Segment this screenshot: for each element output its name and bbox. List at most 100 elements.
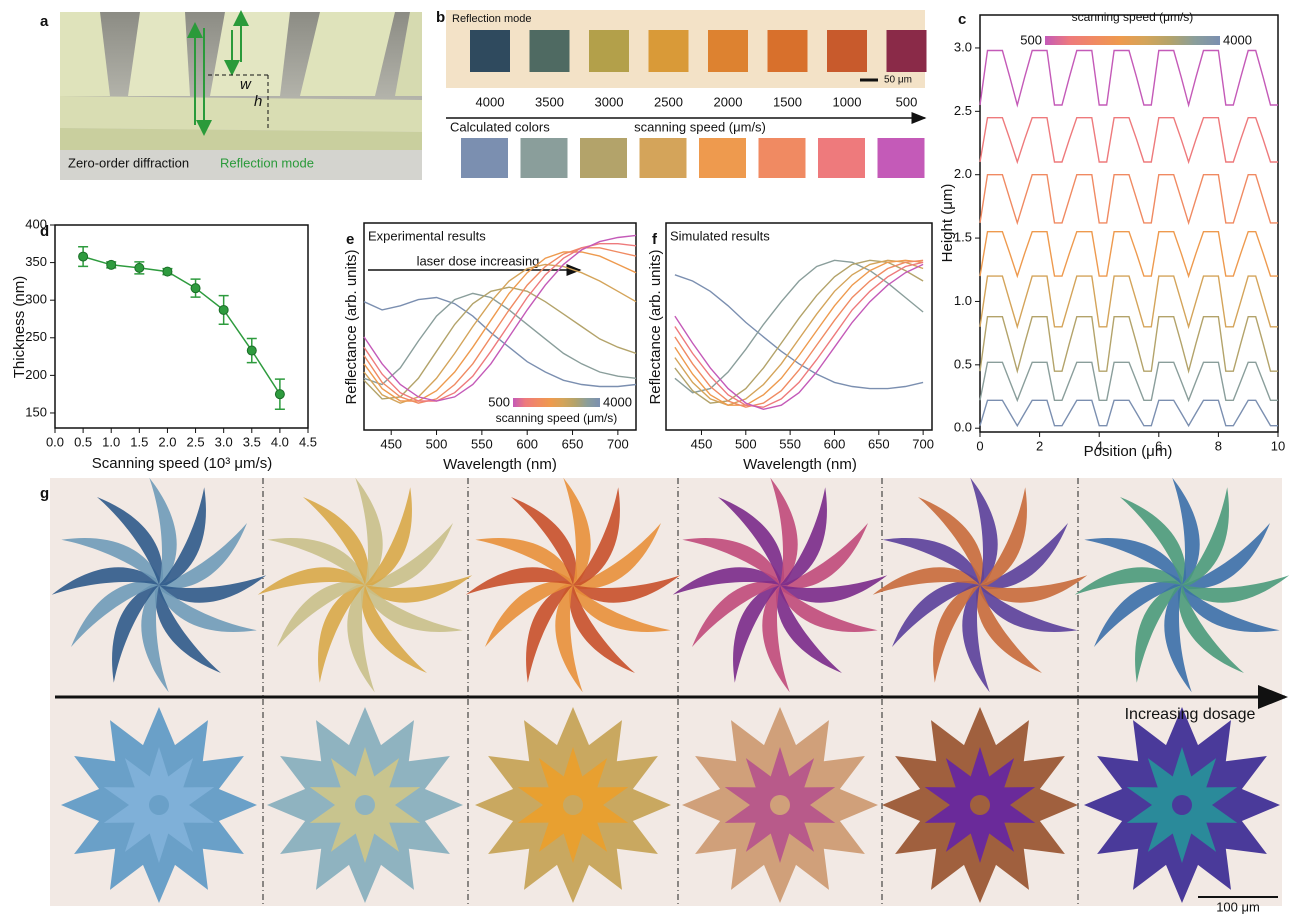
panel-g: g Increasing dosage100 μm: [40, 478, 1289, 915]
y-tick-label: 0.5: [954, 356, 972, 371]
calculated-swatch: [461, 138, 508, 178]
y-tick-label: 1.5: [954, 230, 972, 245]
y-tick-label: 250: [25, 329, 47, 344]
calculated-swatch: [878, 138, 925, 178]
series-line: [980, 118, 1278, 162]
measured-swatch: [530, 30, 570, 72]
y-axis-label: Height (μm): [939, 184, 956, 263]
speed-label: 4000: [476, 94, 505, 109]
colorbar-min: 500: [488, 394, 510, 409]
mode-label: Reflection mode: [452, 13, 532, 25]
measured-swatch: [649, 30, 689, 72]
h-label: h: [254, 93, 262, 110]
plot-frame: [55, 225, 308, 428]
series-line: [364, 248, 636, 403]
x-tick-label: 3.0: [215, 434, 233, 449]
series-line: [675, 262, 923, 407]
x-axis-label: Position (μm): [1084, 443, 1173, 460]
y-tick-label: 2.5: [954, 103, 972, 118]
page: a w h Zero-order diffraction Reflection …: [0, 0, 1296, 917]
y-tick-label: 150: [25, 404, 47, 419]
x-tick-label: 4.5: [299, 434, 317, 449]
annotation: Experimental results: [368, 228, 486, 243]
y-tick-label: 2.0: [954, 166, 972, 181]
panel-label: d: [40, 223, 49, 240]
y-tick-label: 200: [25, 367, 47, 382]
data-point: [275, 390, 284, 399]
data-point: [219, 305, 228, 314]
x-tick-label: 8: [1215, 438, 1222, 453]
x-tick-label: 0: [976, 438, 983, 453]
speed-label: 3500: [535, 94, 564, 109]
x-tick-label: 10: [1271, 438, 1285, 453]
x-tick-label: 550: [779, 436, 801, 451]
data-point: [79, 252, 88, 261]
colorbar-max: 4000: [603, 394, 632, 409]
speed-label: 2000: [714, 94, 743, 109]
data-point: [135, 263, 144, 272]
x-tick-label: 450: [691, 436, 713, 451]
chart: 450500550600650700Wavelength (nm)Reflect…: [647, 223, 934, 473]
x-tick-label: 550: [471, 436, 493, 451]
chart: 0.00.51.01.52.02.53.03.54.04.51502002503…: [11, 216, 317, 472]
x-axis-label: Wavelength (nm): [443, 456, 557, 473]
series-line: [980, 232, 1278, 276]
series-line: [675, 260, 923, 392]
axis-label: scanning speed (μm/s): [634, 119, 766, 134]
series-line: [980, 400, 1278, 425]
x-tick-label: 2.0: [158, 434, 176, 449]
annotation: laser dose increasing: [417, 253, 540, 268]
arrow-label: Increasing dosage: [1125, 706, 1256, 723]
colorbar-max: 4000: [1223, 32, 1252, 47]
measured-swatch: [887, 30, 927, 72]
x-tick-label: 600: [824, 436, 846, 451]
flower-center: [355, 795, 375, 815]
speed-label: 3000: [595, 94, 624, 109]
chart: 02468100.00.51.01.52.02.53.0Position (μm…: [939, 10, 1285, 460]
flower-center: [1172, 795, 1192, 815]
scale-bar-label: 50 μm: [884, 75, 912, 86]
panel-label: f: [652, 231, 658, 248]
flower-center: [149, 795, 169, 815]
substrate-top: [60, 96, 422, 132]
colorbar-label: scanning speed (μm/s): [496, 411, 618, 425]
x-tick-label: 650: [868, 436, 890, 451]
x-tick-label: 450: [380, 436, 402, 451]
series-line: [675, 275, 923, 389]
x-tick-label: 2: [1036, 438, 1043, 453]
series-line: [83, 257, 280, 395]
data-point: [107, 260, 116, 269]
panel-label: a: [40, 13, 49, 30]
x-axis-label: Scanning speed (10³ μm/s): [92, 455, 272, 472]
x-tick-label: 3.5: [243, 434, 261, 449]
calculated-swatch: [699, 138, 746, 178]
x-tick-label: 1.0: [102, 434, 120, 449]
colorbar-min: 500: [1020, 32, 1042, 47]
y-tick-label: 0.0: [954, 420, 972, 435]
x-tick-label: 500: [426, 436, 448, 451]
x-tick-label: 700: [607, 436, 629, 451]
panel-label: e: [346, 231, 354, 248]
y-tick-label: 1.0: [954, 293, 972, 308]
calculated-swatch: [580, 138, 627, 178]
speed-label: 1000: [833, 94, 862, 109]
y-tick-label: 350: [25, 254, 47, 269]
measured-swatch: [708, 30, 748, 72]
series-line: [364, 264, 636, 403]
measured-swatch: [827, 30, 867, 72]
calculated-swatch: [521, 138, 568, 178]
x-tick-label: 700: [912, 436, 934, 451]
data-point: [191, 284, 200, 293]
caption: Zero-order diffraction: [68, 155, 189, 170]
y-axis-label: Reflectance (arb. units): [647, 249, 664, 404]
y-tick-label: 3.0: [954, 39, 972, 54]
panel-a: a w h Zero-order diffraction Reflection …: [40, 12, 422, 180]
colorbar: [1045, 36, 1220, 45]
flower-center: [970, 795, 990, 815]
x-tick-label: 0.0: [46, 434, 64, 449]
x-tick-label: 0.5: [74, 434, 92, 449]
series-line: [980, 51, 1278, 106]
y-tick-label: 300: [25, 292, 47, 307]
speed-label: 1500: [773, 94, 802, 109]
x-tick-label: 4.0: [271, 434, 289, 449]
